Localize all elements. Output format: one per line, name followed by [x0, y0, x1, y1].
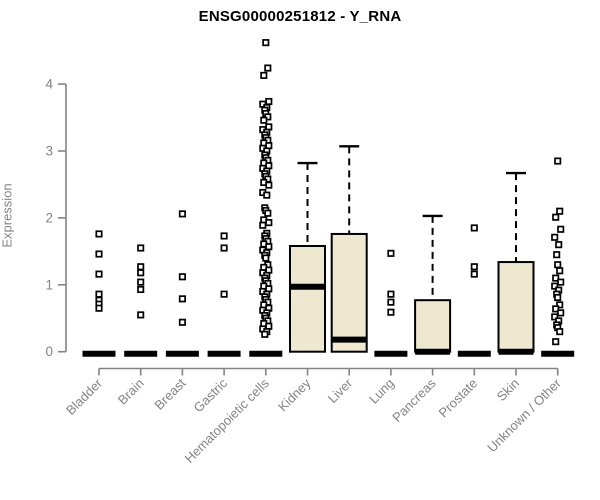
outlier-point [553, 251, 561, 259]
x-tick-label: Skin [494, 376, 522, 404]
x-tick-label: Liver [325, 375, 356, 406]
y-tick-label: 3 [45, 144, 53, 159]
outlier-point [557, 225, 565, 233]
outlier-point [259, 221, 267, 229]
outlier-point [137, 269, 145, 277]
outlier-point [265, 219, 273, 227]
x-tick-label: Kidney [275, 375, 314, 414]
outlier-point [95, 304, 103, 312]
outlier-point [264, 209, 272, 217]
outlier-point [556, 207, 564, 215]
x-tick-label: Lung [366, 376, 397, 407]
chart-title: ENSG00000251812 - Y_RNA [198, 8, 402, 25]
outlier-point [260, 71, 268, 79]
outlier-point [556, 267, 564, 275]
outlier-point [262, 254, 270, 262]
outlier-point [551, 233, 559, 241]
y-tick-label: 1 [45, 277, 53, 292]
outlier-point [178, 210, 186, 218]
outlier-point [556, 301, 564, 309]
outlier-point [95, 290, 103, 298]
outlier-point [552, 213, 560, 221]
x-tick-label: Bladder [63, 375, 106, 418]
y-tick-label: 2 [45, 210, 53, 225]
outlier-point [554, 293, 562, 302]
outlier-point [137, 278, 145, 286]
outlier-point [552, 305, 560, 313]
box-pancreas [414, 299, 452, 353]
outlier-point [261, 330, 269, 338]
outlier-point [556, 328, 564, 336]
outlier-point [552, 338, 560, 346]
outlier-point [137, 285, 145, 294]
outlier-point [551, 282, 559, 290]
outlier-point [260, 116, 268, 124]
outlier-point [137, 244, 145, 252]
y-tick-label: 0 [45, 344, 53, 359]
outlier-point [555, 241, 563, 249]
outlier-point [554, 261, 562, 269]
outlier-point [265, 181, 273, 189]
outlier-point [470, 263, 478, 271]
y-tick-label: 4 [45, 77, 53, 92]
outlier-point [95, 270, 103, 278]
outlier-point [178, 273, 186, 281]
x-tick-label: Brain [115, 376, 147, 408]
outlier-point [220, 232, 228, 240]
outlier-point [262, 39, 270, 47]
x-tick-label: Unknown / Other [484, 375, 564, 455]
box-skin [497, 261, 535, 353]
x-tick-label: Prostate [436, 376, 481, 421]
outlier-point [95, 250, 103, 258]
outlier-point [470, 270, 478, 278]
outlier-point [137, 263, 145, 271]
x-tick-label: Gastric [191, 375, 231, 415]
outlier-point [264, 64, 272, 72]
outlier-point [265, 97, 273, 106]
box-kidney [289, 244, 326, 353]
outlier-point [178, 318, 186, 326]
outlier-point [387, 308, 395, 316]
outlier-point [557, 278, 565, 286]
outlier-point [470, 224, 478, 232]
outlier-point [557, 309, 565, 317]
x-tick-label: Breast [151, 375, 188, 412]
outlier-point [265, 243, 273, 251]
outlier-point [263, 191, 271, 199]
outlier-point [387, 290, 395, 298]
outlier-point [387, 298, 395, 306]
outlier-point [387, 249, 395, 257]
outlier-point [220, 244, 228, 252]
outlier-point [137, 311, 145, 319]
outlier-point [552, 274, 560, 282]
outlier-point [220, 290, 228, 298]
box-liver [330, 232, 368, 353]
outlier-point [551, 313, 559, 321]
outlier-point [95, 230, 103, 238]
outlier-point [554, 157, 562, 165]
outlier-point [178, 295, 186, 303]
x-tick-label: Pancreas [389, 375, 439, 425]
